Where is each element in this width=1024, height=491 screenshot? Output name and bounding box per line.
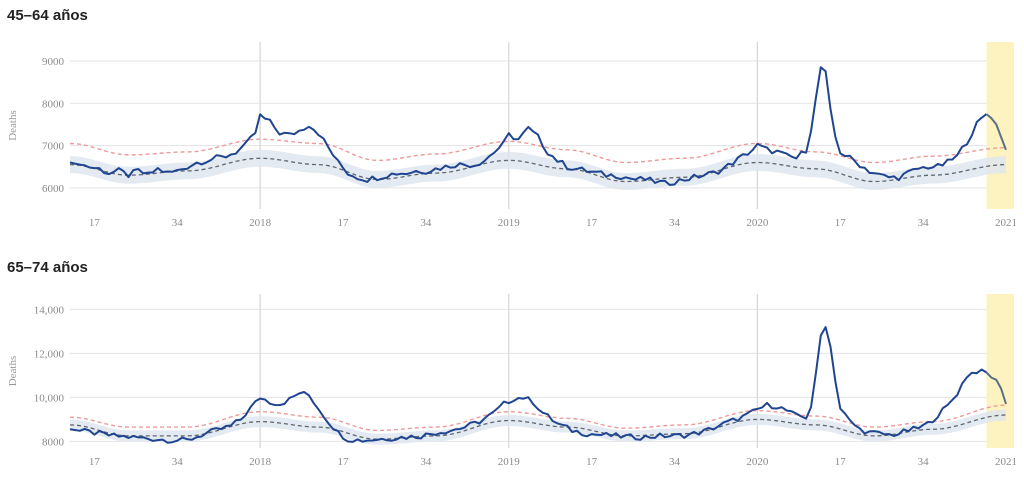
observed-deaths-provisional-line [985, 371, 1007, 405]
x-tick-label: 34 [918, 217, 930, 229]
x-tick-label: 17 [586, 217, 598, 229]
x-tick-label: 2018 [249, 456, 272, 468]
provisional-data-highlight [986, 42, 1014, 209]
x-tick-label: 2018 [249, 217, 272, 229]
x-tick-label: 17 [89, 456, 101, 468]
y-tick-label: 14,000 [34, 304, 65, 316]
y-axis-label: Deaths [7, 110, 19, 141]
x-tick-label: 34 [669, 456, 681, 468]
x-tick-label: 17 [835, 456, 847, 468]
x-tick-label: 2019 [498, 456, 521, 468]
x-tick-label: 2020 [746, 217, 769, 229]
expected-range-band [70, 149, 1006, 190]
observed-deaths-line [69, 66, 988, 186]
x-tick-label: 34 [420, 456, 432, 468]
y-tick-label: 6000 [42, 183, 65, 195]
y-tick-label: 9000 [42, 56, 65, 68]
x-tick-label: 17 [89, 217, 101, 229]
expected-deaths-line [69, 157, 1007, 183]
x-tick-label: 17 [835, 217, 847, 229]
upper-threshold-line [69, 138, 1007, 164]
y-tick-label: 10,000 [34, 392, 65, 404]
provisional-data-highlight [986, 294, 1014, 448]
x-tick-label: 17 [338, 456, 350, 468]
x-tick-label: 2021 [995, 456, 1017, 468]
y-tick-label: 12,000 [34, 348, 65, 360]
x-tick-label: 2020 [746, 456, 769, 468]
x-tick-label: 34 [669, 217, 681, 229]
x-tick-label: 34 [420, 217, 432, 229]
x-tick-label: 34 [172, 217, 184, 229]
y-tick-label: 8000 [42, 98, 65, 110]
expected-range-band [70, 409, 1006, 445]
observed-deaths-provisional-line [985, 113, 1007, 151]
y-tick-label: 7000 [42, 141, 65, 153]
observed-deaths-line [69, 326, 988, 444]
y-tick-label: 8000 [42, 436, 65, 448]
chart-title: 65–74 años [7, 259, 88, 276]
x-tick-label: 17 [338, 217, 350, 229]
y-axis-label: Deaths [7, 356, 19, 387]
upper-threshold-line [69, 404, 1007, 432]
x-tick-label: 34 [918, 456, 930, 468]
chart-45-64-svg: 6000 7000 8000 9000 17 34 2018 17 34 2019 17 34 2020… [7, 42, 1017, 229]
chart-65-74-svg: 8000 10,000 12,000 14,000 17 34 2018 17 34 2019 17… [7, 294, 1017, 468]
x-tick-label: 17 [586, 456, 598, 468]
x-tick-label: 2021 [995, 217, 1017, 229]
x-tick-label: 2019 [498, 217, 521, 229]
x-tick-label: 34 [172, 456, 184, 468]
chart-title: 45–64 años [7, 7, 88, 24]
